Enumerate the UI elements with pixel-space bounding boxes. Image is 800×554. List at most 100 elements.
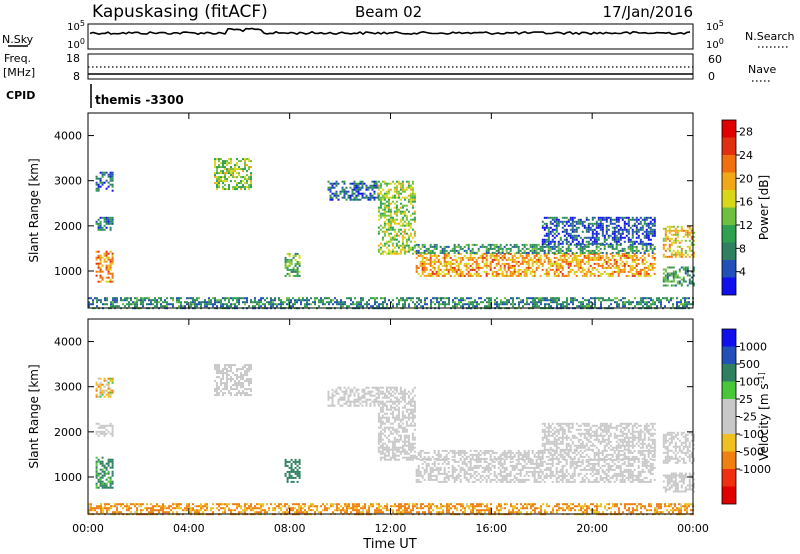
echo-cell bbox=[463, 264, 466, 267]
echo-cell bbox=[497, 472, 500, 475]
echo-cell bbox=[531, 245, 534, 248]
echo-cell bbox=[678, 229, 681, 232]
echo-cell bbox=[431, 266, 434, 269]
echo-cell bbox=[97, 189, 100, 192]
echo-cell bbox=[246, 170, 248, 173]
echo-cell bbox=[664, 239, 667, 242]
echo-cell bbox=[629, 256, 632, 259]
echo-cell bbox=[617, 216, 620, 219]
echo-cell bbox=[469, 256, 472, 259]
echo-cell bbox=[688, 274, 691, 277]
echo-cell bbox=[599, 258, 602, 261]
echo-cell bbox=[477, 249, 480, 252]
echo-cell bbox=[557, 272, 560, 275]
echo-cell bbox=[615, 234, 618, 237]
echo-cell bbox=[405, 452, 408, 455]
echo-cell bbox=[393, 234, 396, 237]
echo-cell bbox=[395, 210, 398, 213]
echo-cell bbox=[134, 303, 136, 306]
echo-cell bbox=[499, 480, 502, 483]
echo-cell bbox=[357, 392, 360, 395]
echo-cell bbox=[224, 180, 226, 183]
echo-cell bbox=[337, 400, 340, 403]
echo-cell bbox=[627, 251, 630, 254]
echo-cell bbox=[561, 260, 564, 263]
echo-cell bbox=[395, 184, 398, 187]
echo-cell bbox=[192, 299, 194, 302]
echo-cell bbox=[250, 180, 252, 183]
echo-cell bbox=[226, 305, 228, 308]
echo-cell bbox=[622, 301, 624, 304]
echo-cell bbox=[481, 474, 484, 477]
echo-cell bbox=[383, 250, 386, 253]
echo-cell bbox=[573, 238, 576, 241]
echo-cell bbox=[670, 280, 673, 283]
echo-cell bbox=[105, 280, 108, 283]
echo-cell bbox=[563, 254, 566, 257]
echo-cell bbox=[495, 274, 498, 277]
echo-cell bbox=[296, 464, 299, 467]
echo-cell bbox=[629, 268, 632, 271]
echo-cell bbox=[208, 297, 210, 300]
echo-cell bbox=[95, 389, 98, 392]
echo-cell bbox=[574, 299, 576, 302]
echo-cell bbox=[587, 270, 590, 273]
echo-cell bbox=[591, 251, 594, 254]
echo-cell bbox=[382, 297, 384, 300]
echo-cell bbox=[541, 238, 544, 241]
echo-cell bbox=[99, 480, 102, 483]
echo-cell bbox=[439, 245, 442, 248]
echo-cell bbox=[356, 305, 358, 308]
echo-cell bbox=[635, 247, 638, 250]
echo-cell bbox=[296, 270, 299, 273]
echo-cell bbox=[493, 251, 496, 254]
echo-cell bbox=[618, 303, 620, 306]
echo-cell bbox=[95, 270, 98, 273]
echo-cell bbox=[383, 202, 386, 205]
echo-cell bbox=[549, 249, 552, 252]
echo-cell bbox=[232, 186, 234, 189]
echo-cell bbox=[232, 188, 234, 191]
echo-cell bbox=[109, 486, 112, 489]
echo-cell bbox=[391, 194, 394, 197]
echo-cell bbox=[589, 238, 592, 241]
echo-cell bbox=[349, 198, 352, 201]
echo-cell bbox=[387, 438, 390, 441]
echo-cell bbox=[459, 480, 462, 483]
echo-cell bbox=[381, 428, 384, 431]
echo-cell bbox=[647, 252, 650, 255]
echo-cell bbox=[242, 368, 244, 371]
echo-cell bbox=[633, 224, 636, 227]
echo-cell bbox=[200, 301, 202, 304]
echo-cell bbox=[650, 303, 652, 306]
echo-cell bbox=[222, 370, 224, 373]
echo-cell bbox=[551, 228, 554, 231]
echo-cell bbox=[503, 458, 506, 461]
echo-cell bbox=[331, 392, 334, 395]
echo-cell bbox=[395, 414, 398, 417]
echo-cell bbox=[651, 224, 654, 227]
echo-cell bbox=[101, 181, 104, 184]
echo-cell bbox=[397, 438, 400, 441]
echo-cell bbox=[441, 247, 444, 250]
echo-cell bbox=[441, 462, 444, 465]
echo-cell bbox=[517, 272, 520, 275]
echo-cell bbox=[99, 484, 102, 487]
echo-cell bbox=[678, 305, 680, 308]
echo-cell bbox=[565, 240, 568, 243]
echo-cell bbox=[485, 474, 488, 477]
echo-cell bbox=[569, 236, 572, 239]
echo-cell bbox=[549, 230, 552, 233]
echo-cell bbox=[437, 272, 440, 275]
echo-cell bbox=[391, 450, 394, 453]
echo-cell bbox=[523, 256, 526, 259]
echo-cell bbox=[111, 183, 114, 186]
echo-cell bbox=[130, 297, 132, 300]
echo-cell bbox=[387, 396, 390, 399]
echo-cell bbox=[631, 256, 634, 259]
echo-cell bbox=[664, 229, 667, 232]
echo-cell bbox=[495, 252, 498, 255]
echo-cell bbox=[250, 166, 252, 169]
echo-cell bbox=[556, 303, 558, 306]
echo-cell bbox=[220, 299, 222, 302]
